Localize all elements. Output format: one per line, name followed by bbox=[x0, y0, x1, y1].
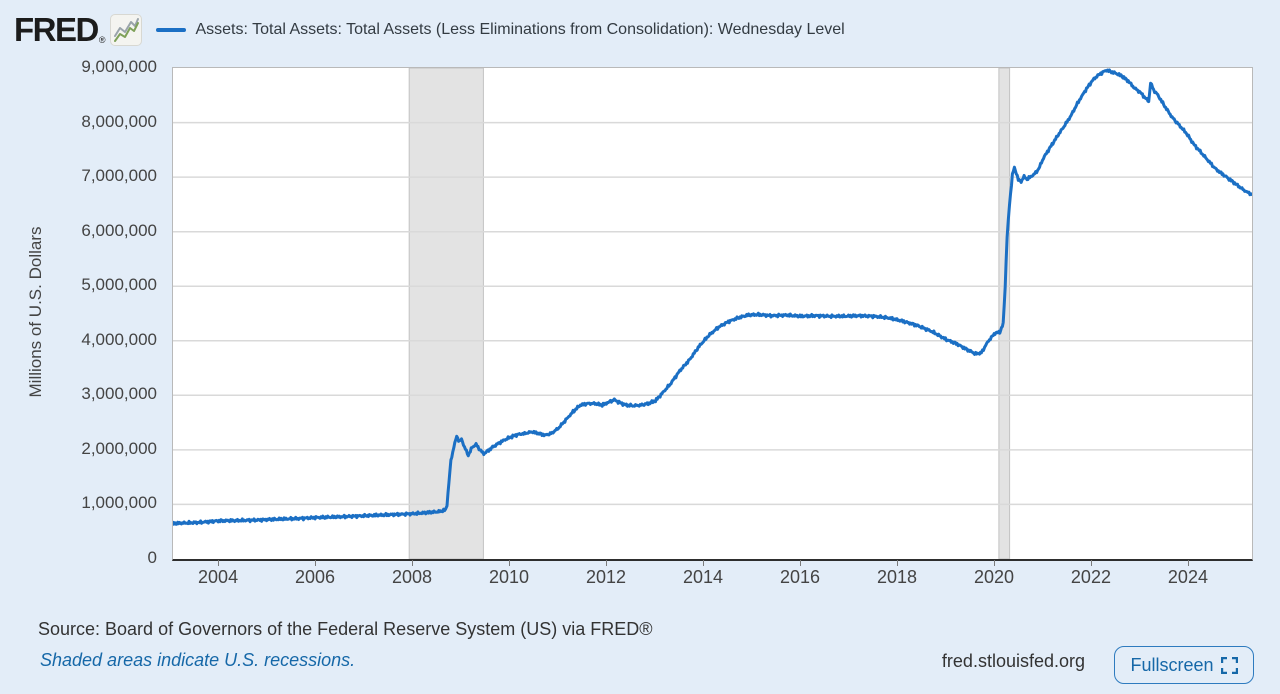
y-tick-label: 6,000,000 bbox=[81, 220, 157, 240]
y-tick-label: 8,000,000 bbox=[81, 111, 157, 131]
source-text: Source: Board of Governors of the Federa… bbox=[38, 619, 653, 639]
x-tick-label: 2008 bbox=[392, 567, 433, 587]
y-tick-label: 1,000,000 bbox=[81, 493, 157, 513]
y-tick-label: 7,000,000 bbox=[81, 166, 157, 186]
x-tick-label: 2016 bbox=[779, 567, 821, 587]
legend-series-label: Assets: Total Assets: Total Assets (Less… bbox=[195, 21, 845, 38]
plot-area[interactable] bbox=[172, 67, 1253, 561]
recessions-note-link[interactable]: Shaded areas indicate U.S. recessions. bbox=[40, 650, 356, 670]
x-tick-mark bbox=[315, 560, 317, 566]
x-tick-mark bbox=[896, 560, 898, 566]
x-tick-label: 2020 bbox=[973, 567, 1014, 587]
fred-logo-chart-icon bbox=[110, 14, 143, 46]
x-tick-mark bbox=[1090, 560, 1092, 566]
legend: Assets: Total Assets: Total Assets (Less… bbox=[156, 21, 845, 39]
fred-site-link[interactable]: fred.stlouisfed.org bbox=[941, 651, 1085, 671]
x-tick-label: 2018 bbox=[876, 567, 917, 587]
x-tick-mark bbox=[509, 560, 511, 566]
x-tick-label: 2014 bbox=[682, 567, 724, 587]
y-tick-label: 3,000,000 bbox=[81, 384, 157, 404]
x-tick-mark bbox=[703, 560, 704, 566]
y-tick-label: 9,000,000 bbox=[81, 57, 157, 76]
chart-header: FRED ® Assets: Total Assets: Total Asset… bbox=[14, 6, 1270, 54]
x-tick-mark bbox=[218, 560, 220, 566]
fullscreen-expand-icon bbox=[1220, 656, 1238, 674]
x-tick-label: 2012 bbox=[585, 567, 627, 587]
legend-line-swatch bbox=[156, 28, 187, 32]
x-tick-label: 2004 bbox=[198, 567, 239, 587]
x-tick-label: 2006 bbox=[295, 567, 336, 587]
x-tick-label: 2022 bbox=[1070, 567, 1111, 587]
fullscreen-button[interactable]: Fullscreen bbox=[1114, 646, 1254, 684]
chart-canvas[interactable] bbox=[173, 68, 1252, 559]
y-tick-label: 2,000,000 bbox=[81, 438, 157, 458]
x-tick-mark bbox=[412, 560, 414, 566]
fred-logo-text: FRED bbox=[14, 11, 99, 48]
y-tick-label: 0 bbox=[147, 548, 157, 567]
x-tick-mark bbox=[1187, 560, 1189, 566]
x-tick-label: 2010 bbox=[489, 567, 530, 587]
series-line bbox=[173, 68, 1252, 526]
recession-band bbox=[408, 68, 484, 559]
x-tick-mark bbox=[993, 560, 995, 566]
fred-logo[interactable]: FRED ® bbox=[14, 11, 143, 48]
y-tick-label: 5,000,000 bbox=[81, 275, 157, 295]
y-axis-title: Millions of U.S. Dollars bbox=[26, 226, 45, 398]
x-tick-mark bbox=[606, 560, 608, 566]
x-tick-label: 2024 bbox=[1167, 567, 1208, 587]
y-tick-label: 4,000,000 bbox=[81, 329, 157, 349]
fred-logo-registered-mark: ® bbox=[98, 35, 106, 45]
fullscreen-label: Fullscreen bbox=[1130, 654, 1214, 675]
x-tick-mark bbox=[800, 560, 801, 566]
